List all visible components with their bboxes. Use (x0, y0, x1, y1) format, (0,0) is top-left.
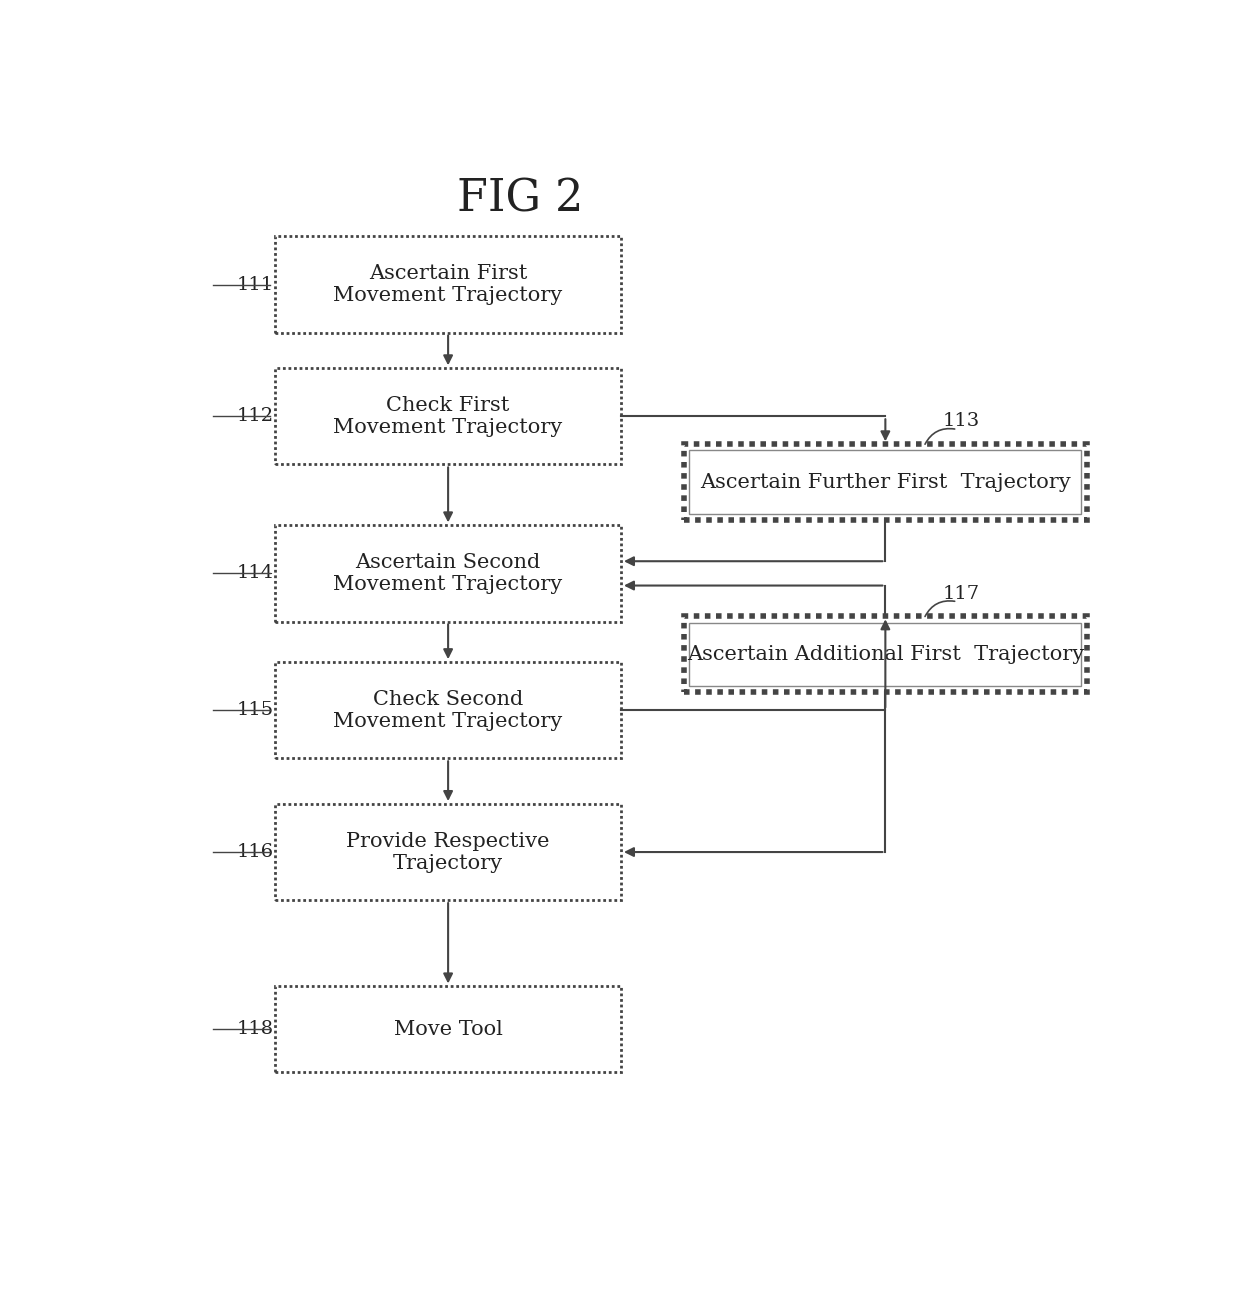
Text: Check Second
Movement Trajectory: Check Second Movement Trajectory (334, 690, 563, 730)
Text: Check First
Movement Trajectory: Check First Movement Trajectory (334, 396, 563, 437)
Text: Ascertain Further First  Trajectory: Ascertain Further First Trajectory (701, 472, 1070, 492)
Bar (275, 237, 621, 333)
Text: Move Tool: Move Tool (393, 1020, 502, 1038)
Text: 112: 112 (237, 408, 274, 425)
Text: 118: 118 (237, 1020, 274, 1038)
Text: 113: 113 (942, 412, 981, 430)
Text: Ascertain Second
Movement Trajectory: Ascertain Second Movement Trajectory (334, 553, 563, 594)
Text: 117: 117 (942, 584, 980, 603)
Bar (275, 662, 621, 758)
Text: 111: 111 (237, 275, 274, 293)
Bar (683, 445, 1087, 520)
Bar (275, 986, 621, 1073)
Text: Ascertain First
Movement Trajectory: Ascertain First Movement Trajectory (334, 265, 563, 305)
Bar (689, 622, 1081, 687)
Text: FIG 2: FIG 2 (458, 176, 583, 220)
Bar (275, 368, 621, 465)
Text: Provide Respective
Trajectory: Provide Respective Trajectory (346, 832, 549, 873)
Text: Ascertain Additional First  Trajectory: Ascertain Additional First Trajectory (687, 645, 1084, 665)
Text: 116: 116 (237, 844, 274, 861)
Bar (683, 616, 1087, 692)
Bar (689, 450, 1081, 515)
Bar (275, 525, 621, 621)
Text: 114: 114 (237, 565, 274, 583)
Bar (275, 804, 621, 900)
Text: 115: 115 (237, 701, 274, 719)
